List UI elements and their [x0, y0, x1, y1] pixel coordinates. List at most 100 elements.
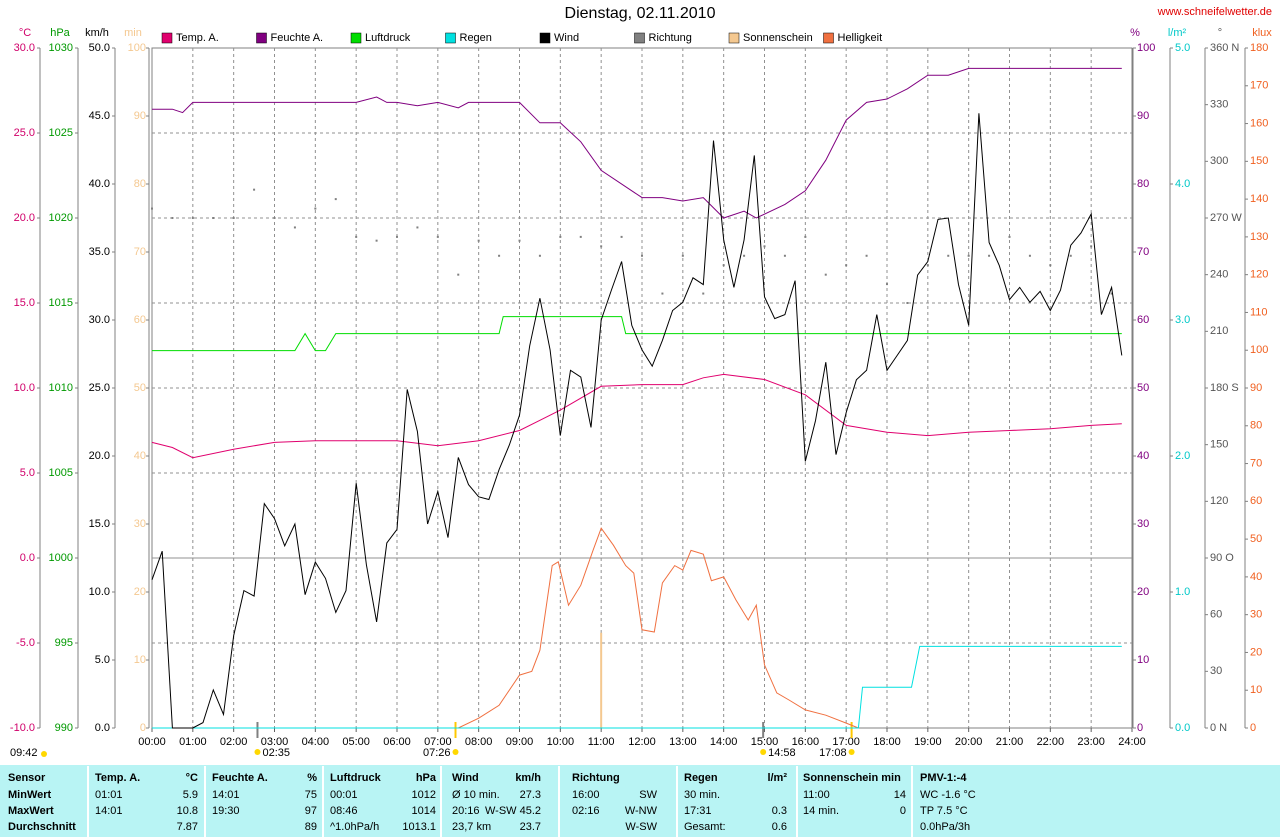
- y-tick-label: 120: [1250, 269, 1268, 281]
- y-tick-label: 20: [1250, 646, 1262, 658]
- y-tick-label: 360 N: [1210, 42, 1239, 54]
- series-line: [152, 645, 1122, 729]
- y-tick-label: 0 N: [1210, 722, 1227, 734]
- y-tick-label: 180: [1250, 42, 1268, 54]
- y-tick-label: 90: [134, 110, 146, 122]
- direction-dot: [681, 254, 684, 257]
- direction-dot: [314, 207, 317, 210]
- sun-icon: [848, 749, 855, 755]
- table-cell: %: [307, 772, 317, 784]
- y-tick-label: 10: [134, 654, 146, 666]
- x-tick-label: 09:00: [506, 736, 534, 748]
- table-cell: Feuchte A.: [212, 772, 268, 784]
- y-tick-label: 80: [1137, 178, 1149, 190]
- y-tick-label: 20.0: [89, 450, 110, 462]
- table-background: [0, 765, 1280, 837]
- table-cell: 11:00: [803, 789, 830, 801]
- y-tick-label: 15.0: [14, 297, 35, 309]
- y-tick-label: 5.0: [95, 654, 110, 666]
- y-tick-label: 1005: [49, 467, 73, 479]
- y-tick-label: 1010: [49, 382, 73, 394]
- direction-dot: [151, 207, 153, 210]
- y-tick-label: 140: [1250, 193, 1268, 205]
- x-tick-label: 01:00: [179, 736, 207, 748]
- table-cell: W-SW 45.2: [485, 805, 541, 817]
- y-tick-label: 60: [1137, 314, 1149, 326]
- y-tick-label: 50: [134, 382, 146, 394]
- direction-dot: [416, 226, 419, 229]
- y-tick-label: 0: [1137, 722, 1143, 734]
- y-tick-label: 5.0: [20, 467, 35, 479]
- legend-label: Wind: [554, 32, 579, 44]
- direction-dot: [1049, 264, 1052, 267]
- direction-dot: [253, 188, 256, 191]
- direction-dot: [273, 217, 276, 219]
- y-tick-label: 300: [1210, 155, 1228, 167]
- y-tick-label: 180 S: [1210, 382, 1239, 394]
- direction-dot: [191, 217, 194, 219]
- direction-dot: [620, 235, 623, 238]
- x-tick-label: 02:00: [220, 736, 248, 748]
- y-tick-label: 100: [128, 42, 146, 54]
- table-cell: 30 min.: [684, 789, 720, 801]
- direction-dot: [375, 239, 378, 242]
- y-tick-label: 100: [1137, 42, 1155, 54]
- x-tick-label: 03:00: [261, 736, 289, 748]
- table-cell: 14 min.: [803, 805, 839, 817]
- direction-dot: [967, 254, 970, 257]
- direction-dot: [436, 235, 439, 238]
- y-tick-label: 50: [1137, 382, 1149, 394]
- table-cell: Regen: [684, 772, 718, 784]
- direction-dot: [702, 292, 705, 295]
- y-tick-label: 60: [134, 314, 146, 326]
- y-tick-label: 20.0: [14, 212, 35, 224]
- y-tick-label: 50: [1250, 533, 1262, 545]
- direction-dot: [1008, 235, 1011, 238]
- table-cell: 14:01: [212, 789, 240, 801]
- axis-unit: min: [124, 27, 142, 39]
- direction-dot: [212, 217, 215, 219]
- table-cell: 10.8: [177, 805, 198, 817]
- marker-label: 02:35: [262, 747, 290, 759]
- chart-title: Dienstag, 02.11.2010: [565, 5, 716, 22]
- series-line: [151, 373, 1122, 459]
- direction-dot: [559, 235, 562, 238]
- y-tick-label: 130: [1250, 231, 1268, 243]
- direction-dot: [334, 198, 337, 201]
- direction-dot: [865, 254, 868, 257]
- y-tick-label: 70: [1250, 457, 1262, 469]
- table-cell: °C: [186, 772, 198, 784]
- y-tick-label: 30: [1137, 518, 1149, 530]
- direction-dot: [804, 235, 807, 238]
- table-cell: Wind: [452, 772, 479, 784]
- table-cell: 75: [305, 789, 317, 801]
- y-tick-label: 160: [1250, 117, 1268, 129]
- y-tick-label: 0: [1250, 722, 1256, 734]
- x-tick-label: 04:00: [302, 736, 330, 748]
- table-cell: SW: [639, 789, 657, 801]
- axis-unit: km/h: [85, 27, 109, 39]
- direction-dot: [498, 254, 501, 257]
- axis-unit: %: [1130, 27, 1140, 39]
- source: www.schneifelwetter.de: [1157, 6, 1272, 18]
- direction-dot: [988, 254, 991, 257]
- y-tick-label: 15.0: [89, 518, 110, 530]
- y-tick-label: 40: [134, 450, 146, 462]
- marker-label: 14:58: [768, 747, 796, 759]
- x-tick-label: 18:00: [873, 736, 901, 748]
- y-tick-label: 70: [134, 246, 146, 258]
- table-cell: Luftdruck: [330, 772, 382, 784]
- table-cell: Gesamt:: [684, 821, 726, 833]
- y-tick-label: 170: [1250, 80, 1268, 92]
- table-cell: 1014: [412, 805, 436, 817]
- series-line: [152, 316, 1122, 352]
- y-tick-label: 40.0: [89, 178, 110, 190]
- y-tick-label: 1.0: [1175, 586, 1190, 598]
- direction-dot: [661, 292, 664, 295]
- y-tick-label: 35.0: [89, 246, 110, 258]
- y-tick-label: 330: [1210, 99, 1228, 111]
- y-tick-label: 2.0: [1175, 450, 1190, 462]
- table-cell: Durchschnitt: [8, 821, 76, 833]
- y-tick-label: 5.0: [1175, 42, 1190, 54]
- axis-unit: °: [1218, 27, 1222, 39]
